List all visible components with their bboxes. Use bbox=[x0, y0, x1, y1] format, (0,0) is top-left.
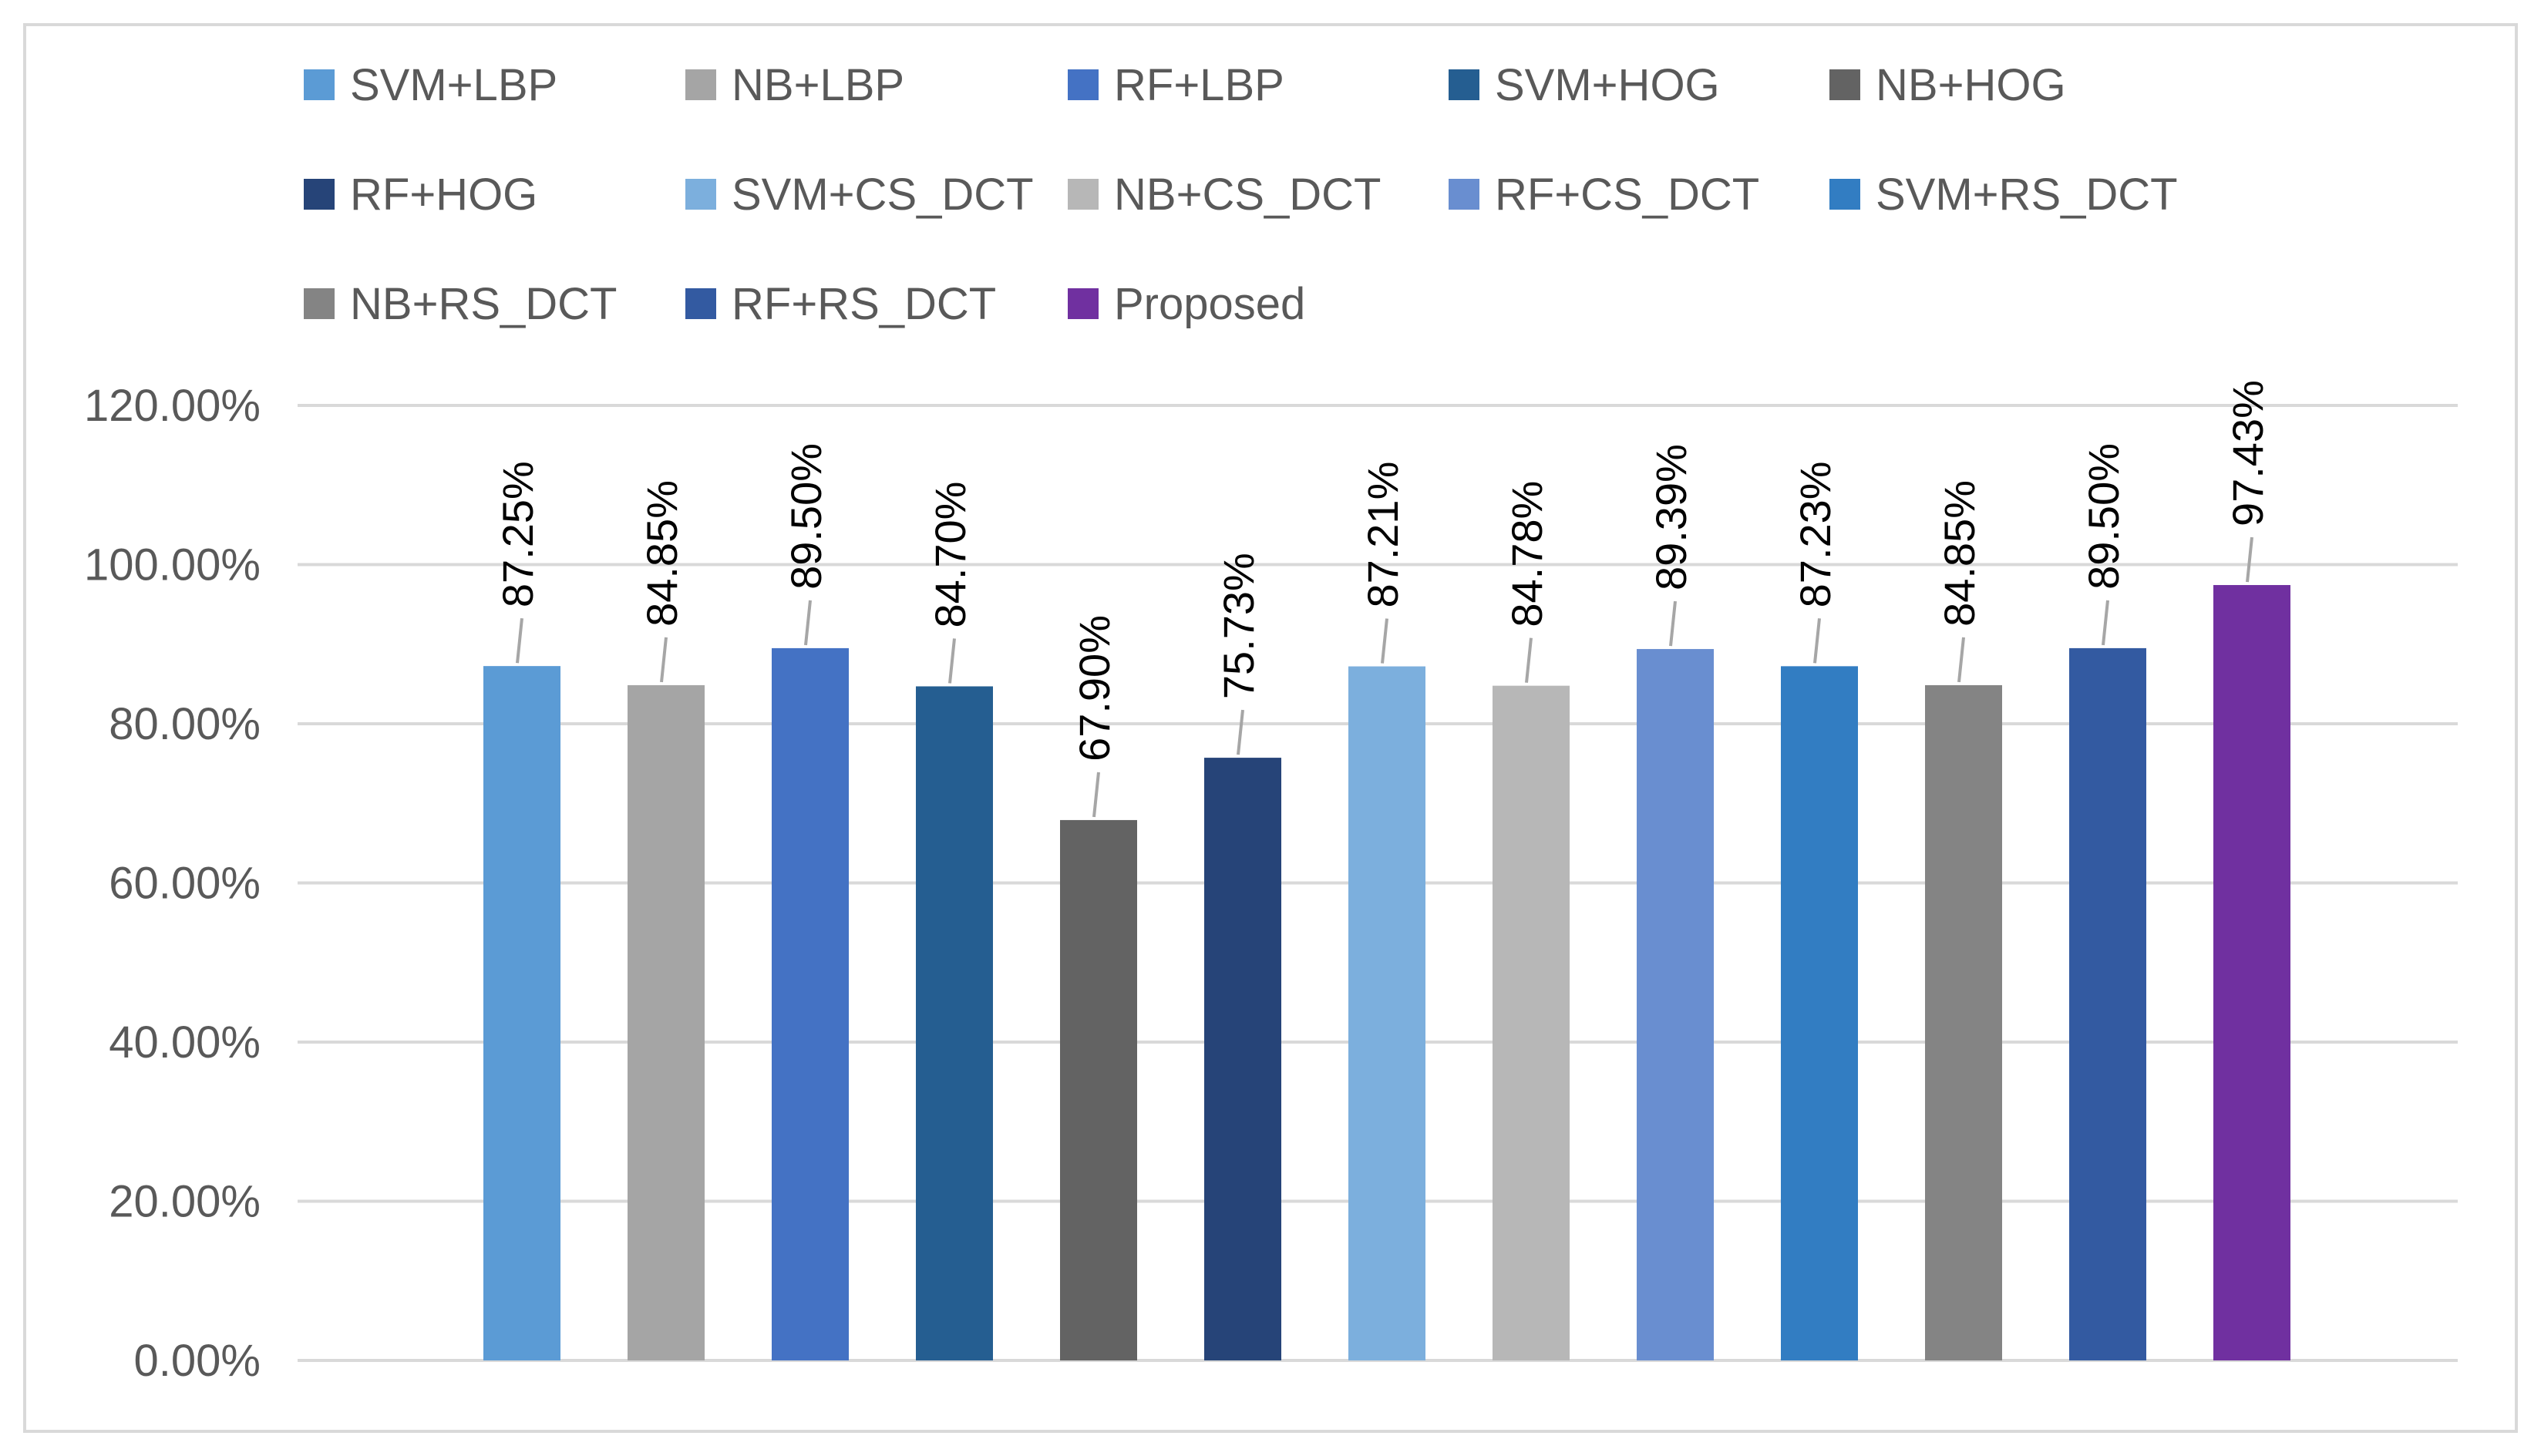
label-leader-lines bbox=[516, 536, 2253, 818]
legend-item-nb-hog: NB+HOG bbox=[1829, 60, 2066, 110]
legend-swatch bbox=[1829, 179, 1860, 210]
leader-line bbox=[2102, 600, 2109, 646]
data-label-rf-lbp: 89.50% bbox=[782, 443, 830, 590]
data-label-nb-cs-dct: 84.78% bbox=[1503, 481, 1551, 627]
data-label-svm-rs-dct: 87.23% bbox=[1791, 461, 1839, 607]
legend-swatch bbox=[304, 69, 335, 100]
legend: SVM+LBP NB+LBP RF+LBP SVM+HOG NB+HOG RF+HOG SV… bbox=[304, 60, 2178, 329]
legend-swatch bbox=[1449, 179, 1479, 210]
leader-line bbox=[2246, 536, 2253, 583]
data-labels: 87.25% 84.85% 89.50% 84.70% 67.90% 75.73% 87.2… bbox=[493, 380, 2272, 762]
legend-item-svm-lbp: SVM+LBP bbox=[304, 60, 557, 110]
legend-swatch bbox=[1829, 69, 1860, 100]
legend-swatch bbox=[1449, 69, 1479, 100]
bar-svm-hog bbox=[916, 686, 993, 1360]
legend-label: SVM+LBP bbox=[350, 60, 557, 110]
leader-line bbox=[1669, 600, 1677, 647]
bar-nb-rs-dct bbox=[1925, 684, 2002, 1360]
leader-line bbox=[516, 617, 523, 664]
legend-swatch bbox=[685, 69, 716, 100]
bar-rf-cs-dct bbox=[1637, 649, 1714, 1360]
legend-label: RF+RS_DCT bbox=[732, 279, 996, 329]
bars bbox=[483, 585, 2290, 1360]
legend-label: RF+HOG bbox=[350, 170, 537, 220]
bar-rf-rs-dct bbox=[2069, 647, 2146, 1360]
legend-item-rf-rs-dct: RF+RS_DCT bbox=[685, 279, 996, 329]
bar-proposed bbox=[2213, 585, 2290, 1360]
legend-label: NB+CS_DCT bbox=[1114, 170, 1381, 220]
y-tick-label: 0.00% bbox=[134, 1336, 261, 1386]
legend-swatch bbox=[685, 179, 716, 210]
data-label-svm-cs-dct: 87.21% bbox=[1358, 462, 1407, 608]
legend-item-nb-lbp: NB+LBP bbox=[685, 60, 904, 110]
data-label-proposed: 97.43% bbox=[2223, 380, 2272, 526]
data-label-svm-hog: 84.70% bbox=[926, 482, 974, 628]
legend-swatch bbox=[1068, 69, 1099, 100]
legend-item-proposed: Proposed bbox=[1068, 279, 1305, 329]
bar-rf-hog bbox=[1204, 758, 1281, 1360]
legend-swatch bbox=[685, 288, 716, 319]
leader-line bbox=[1813, 618, 1821, 664]
legend-item-rf-cs-dct: RF+CS_DCT bbox=[1449, 170, 1759, 220]
y-axis-ticks: 0.00% 20.00% 40.00% 60.00% 80.00% 100.00% 120.… bbox=[84, 381, 261, 1386]
legend-label: SVM+RS_DCT bbox=[1876, 170, 2178, 220]
bar-nb-cs-dct bbox=[1493, 685, 1570, 1360]
legend-item-svm-hog: SVM+HOG bbox=[1449, 60, 1720, 110]
legend-label: SVM+HOG bbox=[1495, 60, 1720, 110]
y-tick-label: 20.00% bbox=[109, 1177, 261, 1227]
data-label-rf-hog: 75.73% bbox=[1214, 553, 1263, 699]
leader-line bbox=[1237, 709, 1244, 755]
leader-line bbox=[804, 600, 812, 646]
data-label-rf-cs-dct: 89.39% bbox=[1647, 444, 1695, 590]
bar-nb-hog bbox=[1060, 819, 1137, 1360]
y-tick-label: 120.00% bbox=[84, 381, 261, 431]
legend-item-rf-lbp: RF+LBP bbox=[1068, 60, 1284, 110]
leader-line bbox=[1957, 637, 1965, 683]
bar-svm-cs-dct bbox=[1348, 666, 1425, 1360]
leader-line bbox=[948, 638, 956, 684]
leader-line bbox=[1381, 618, 1388, 664]
data-label-nb-lbp: 84.85% bbox=[638, 480, 686, 627]
y-tick-label: 60.00% bbox=[109, 859, 261, 909]
bar-chart: 0.00% 20.00% 40.00% 60.00% 80.00% 100.00% 120.… bbox=[84, 60, 2458, 1386]
y-tick-label: 80.00% bbox=[109, 699, 261, 749]
legend-label: NB+LBP bbox=[732, 60, 904, 110]
legend-label: Proposed bbox=[1114, 279, 1305, 329]
y-tick-label: 40.00% bbox=[109, 1017, 261, 1068]
leader-line bbox=[1525, 637, 1533, 683]
bar-svm-rs-dct bbox=[1781, 666, 1858, 1360]
legend-item-nb-rs-dct: NB+RS_DCT bbox=[304, 279, 617, 329]
legend-label: SVM+CS_DCT bbox=[732, 170, 1034, 220]
legend-label: RF+LBP bbox=[1114, 60, 1284, 110]
legend-item-nb-cs-dct: NB+CS_DCT bbox=[1068, 170, 1381, 220]
bar-svm-lbp bbox=[483, 666, 560, 1360]
bar-nb-lbp bbox=[628, 684, 705, 1360]
legend-swatch bbox=[304, 288, 335, 319]
legend-swatch bbox=[1068, 288, 1099, 319]
legend-swatch bbox=[1068, 179, 1099, 210]
data-label-nb-rs-dct: 84.85% bbox=[1935, 480, 1984, 627]
legend-swatch bbox=[304, 179, 335, 210]
chart-frame: 0.00% 20.00% 40.00% 60.00% 80.00% 100.00% 120.… bbox=[23, 23, 2518, 1433]
leader-line bbox=[660, 637, 668, 683]
data-label-svm-lbp: 87.25% bbox=[493, 461, 542, 607]
y-tick-label: 100.00% bbox=[84, 540, 261, 590]
data-label-nb-hog: 67.90% bbox=[1070, 615, 1119, 762]
legend-item-svm-cs-dct: SVM+CS_DCT bbox=[685, 170, 1034, 220]
legend-label: RF+CS_DCT bbox=[1495, 170, 1759, 220]
legend-label: NB+RS_DCT bbox=[350, 279, 617, 329]
legend-item-rf-hog: RF+HOG bbox=[304, 170, 537, 220]
bar-rf-lbp bbox=[772, 647, 849, 1360]
legend-label: NB+HOG bbox=[1876, 60, 2066, 110]
data-label-rf-rs-dct: 89.50% bbox=[2079, 443, 2128, 590]
leader-line bbox=[1092, 772, 1100, 818]
legend-item-svm-rs-dct: SVM+RS_DCT bbox=[1829, 170, 2178, 220]
